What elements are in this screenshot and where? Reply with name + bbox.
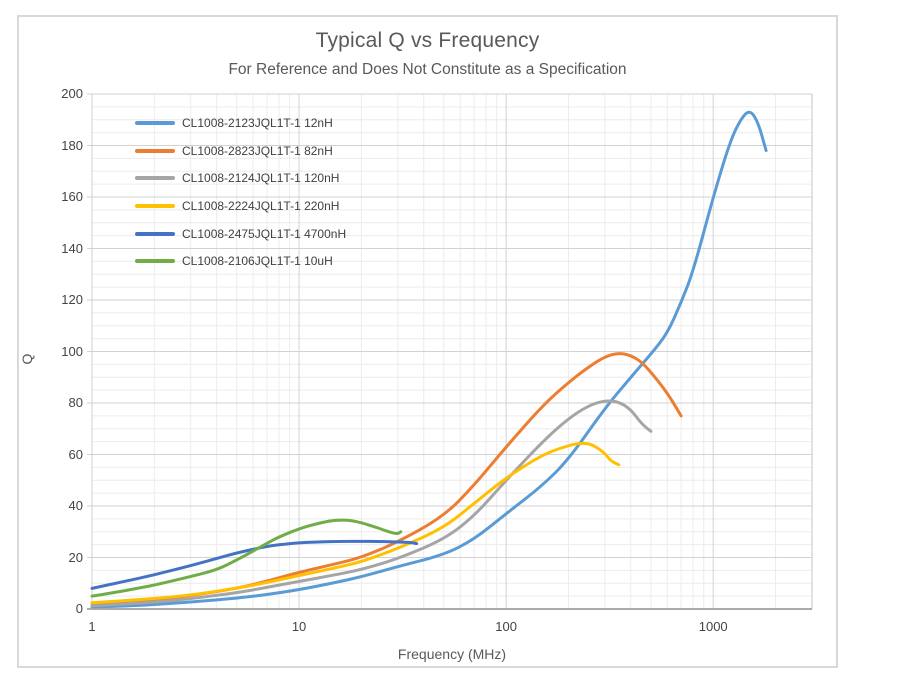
legend-item: CL1008-2475JQL1T-1 4700nH xyxy=(135,220,346,248)
y-tick-label: 20 xyxy=(68,549,83,565)
legend-swatch xyxy=(135,231,175,236)
y-tick-label: 120 xyxy=(61,292,83,307)
legend-swatch xyxy=(135,176,175,181)
series-line xyxy=(90,399,653,608)
y-tick-label: 40 xyxy=(68,498,83,513)
x-tick-label: 10 xyxy=(291,619,307,634)
chart-subtitle: For Reference and Does Not Constitute as… xyxy=(228,61,627,78)
y-tick-label: 80 xyxy=(68,395,83,410)
legend-swatch xyxy=(135,259,175,264)
legend: CL1008-2123JQL1T-1 12nH CL1008-2823JQL1T-… xyxy=(135,109,346,275)
legend-item: CL1008-2123JQL1T-1 12nH xyxy=(135,109,346,137)
legend-swatch xyxy=(135,120,175,125)
x-tick-label: 1 xyxy=(88,619,96,634)
series-line xyxy=(90,518,403,598)
plot-area xyxy=(87,93,813,610)
series-line xyxy=(90,539,419,590)
legend-item: CL1008-2106JQL1T-1 10uH xyxy=(135,247,346,275)
legend-label: CL1008-2124JQL1T-1 120nH xyxy=(182,171,340,186)
series-line xyxy=(90,352,683,606)
series-line xyxy=(90,110,768,609)
legend-label: CL1008-2106JQL1T-1 10uH xyxy=(182,254,333,269)
legend-label: CL1008-2475JQL1T-1 4700nH xyxy=(182,226,347,241)
legend-swatch xyxy=(135,148,175,153)
y-tick-label: 160 xyxy=(61,189,83,204)
legend-label: CL1008-2823JQL1T-1 82nH xyxy=(182,143,333,158)
x-axis-title: Frequency (MHz) xyxy=(397,646,507,662)
legend-label: CL1008-2123JQL1T-1 12nH xyxy=(182,115,333,130)
legend-item: CL1008-2224JQL1T-1 220nH xyxy=(135,192,346,220)
chart-frame: Typical Q vs Frequency For Reference and… xyxy=(17,15,838,668)
y-tick-label: 60 xyxy=(68,446,83,462)
x-tick-label: 1000 xyxy=(698,619,728,634)
chart-title: Typical Q vs Frequency xyxy=(315,29,540,52)
y-tick-label: 0 xyxy=(75,601,83,616)
x-tick-label: 100 xyxy=(495,619,517,634)
y-tick-label: 200 xyxy=(61,86,83,101)
y-tick-label: 140 xyxy=(61,240,83,256)
y-tick-label: 180 xyxy=(61,137,83,153)
legend-item: CL1008-2124JQL1T-1 120nH xyxy=(135,164,346,192)
legend-swatch xyxy=(135,203,175,208)
legend-label: CL1008-2224JQL1T-1 220nH xyxy=(182,198,340,213)
series-line xyxy=(90,441,621,605)
legend-item: CL1008-2823JQL1T-1 82nH xyxy=(135,137,346,165)
y-tick-label: 100 xyxy=(61,343,83,359)
